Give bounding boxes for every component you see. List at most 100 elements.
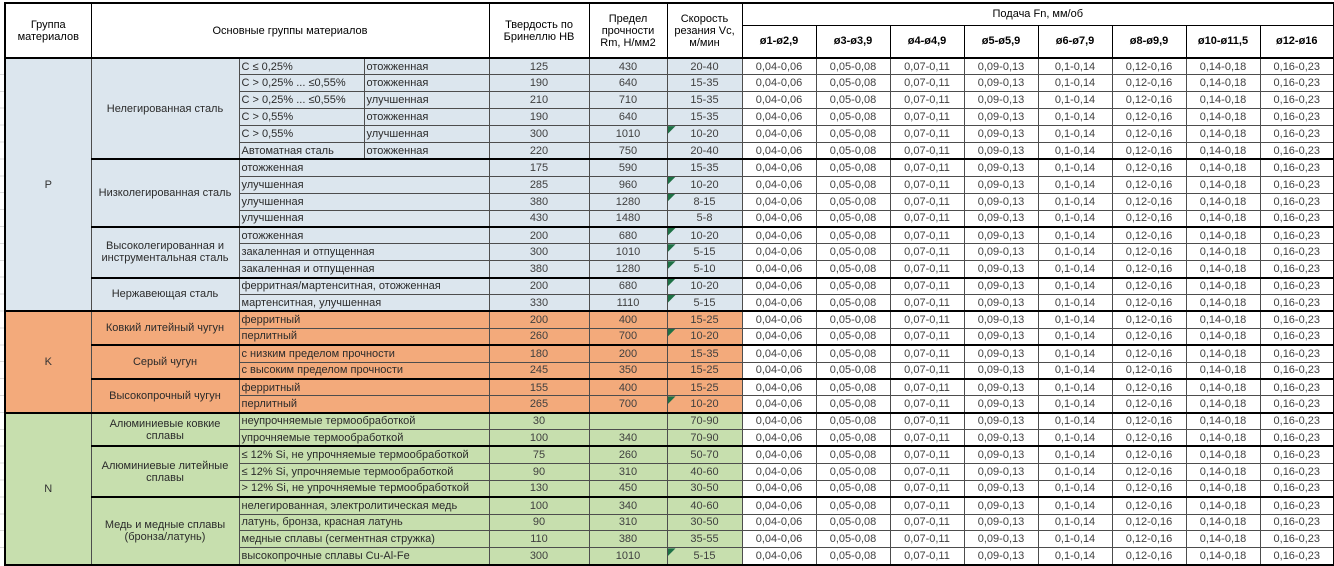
- feed-cell[interactable]: 0,1-0,14: [1037, 175, 1113, 194]
- feed-cell[interactable]: 0,04-0,06: [741, 192, 817, 211]
- feed-cell[interactable]: 0,1-0,14: [1037, 91, 1113, 110]
- material-detail-cell[interactable]: с высоким пределом прочности: [238, 361, 490, 380]
- feed-cell[interactable]: 0,16-0,23: [1259, 530, 1334, 549]
- strength-cell[interactable]: 700: [588, 395, 668, 414]
- feed-cell[interactable]: 0,09-0,13: [963, 209, 1039, 228]
- feed-cell[interactable]: 0,09-0,13: [963, 395, 1039, 414]
- feed-cell[interactable]: 0,04-0,06: [741, 377, 817, 397]
- feed-cell[interactable]: 0,09-0,13: [963, 479, 1039, 498]
- material-subgroup-cell[interactable]: Медь и медные сплавы (бронза/латунь): [90, 496, 240, 566]
- speed-cell[interactable]: 10-20: [666, 327, 743, 346]
- feed-cell[interactable]: 0,12-0,16: [1111, 91, 1187, 110]
- feed-cell[interactable]: 0,16-0,23: [1259, 276, 1334, 295]
- feed-cell[interactable]: 0,1-0,14: [1037, 462, 1113, 481]
- feed-cell[interactable]: 0,07-0,11: [889, 429, 965, 447]
- feed-cell[interactable]: 0,09-0,13: [963, 74, 1039, 93]
- header-feed-diameter[interactable]: ø12-ø16: [1259, 24, 1334, 59]
- material-detail-cell[interactable]: ферритная/мартенситная, отожженная: [238, 276, 490, 295]
- feed-cell[interactable]: 0,12-0,16: [1111, 74, 1187, 93]
- feed-cell[interactable]: 0,05-0,08: [815, 429, 891, 447]
- material-detail-cell[interactable]: отожженная: [238, 225, 490, 245]
- material-group-cell[interactable]: K: [4, 310, 92, 414]
- feed-cell[interactable]: 0,07-0,11: [889, 462, 965, 481]
- feed-cell[interactable]: 0,07-0,11: [889, 175, 965, 194]
- feed-cell[interactable]: 0,16-0,23: [1259, 462, 1334, 481]
- hardness-cell[interactable]: 100: [488, 429, 590, 447]
- feed-cell[interactable]: 0,09-0,13: [963, 158, 1039, 177]
- feed-cell[interactable]: 0,1-0,14: [1037, 429, 1113, 447]
- feed-cell[interactable]: 0,04-0,06: [741, 327, 817, 346]
- feed-cell[interactable]: 0,1-0,14: [1037, 547, 1113, 566]
- feed-cell[interactable]: 0,04-0,06: [741, 411, 817, 431]
- hardness-cell[interactable]: 260: [488, 327, 590, 346]
- feed-cell[interactable]: 0,12-0,16: [1111, 496, 1187, 515]
- feed-cell[interactable]: 0,09-0,13: [963, 547, 1039, 566]
- feed-cell[interactable]: 0,1-0,14: [1037, 209, 1113, 228]
- feed-cell[interactable]: 0,04-0,06: [741, 125, 817, 143]
- material-detail-cell[interactable]: улучшенная: [238, 175, 490, 194]
- header-brinell-hardness[interactable]: Твердость по Бринеллю HB: [488, 2, 590, 59]
- material-subgroup-cell[interactable]: Нержавеющая сталь: [90, 276, 240, 312]
- feed-cell[interactable]: 0,05-0,08: [815, 91, 891, 110]
- feed-cell[interactable]: 0,05-0,08: [815, 344, 891, 363]
- feed-cell[interactable]: 0,16-0,23: [1259, 513, 1334, 532]
- strength-cell[interactable]: 400: [588, 377, 668, 397]
- material-detail-cell[interactable]: Автоматная сталь: [238, 141, 365, 160]
- header-main-material-groups[interactable]: Основные группы материалов: [90, 2, 490, 59]
- material-state-cell[interactable]: улучшенная: [363, 125, 490, 143]
- material-detail-cell[interactable]: перлитный: [238, 395, 490, 414]
- feed-cell[interactable]: 0,09-0,13: [963, 293, 1039, 312]
- feed-cell[interactable]: 0,14-0,18: [1185, 310, 1261, 329]
- material-detail-cell[interactable]: отожженная: [238, 158, 490, 177]
- material-state-cell[interactable]: отожженная: [363, 74, 490, 93]
- header-tensile-strength[interactable]: Предел прочности Rm, Н/мм2: [588, 2, 668, 59]
- feed-cell[interactable]: 0,12-0,16: [1111, 209, 1187, 228]
- strength-cell[interactable]: 1010: [588, 125, 668, 143]
- feed-cell[interactable]: 0,12-0,16: [1111, 276, 1187, 295]
- feed-cell[interactable]: 0,09-0,13: [963, 125, 1039, 143]
- speed-cell[interactable]: 15-35: [666, 344, 743, 363]
- strength-cell[interactable]: 1280: [588, 192, 668, 211]
- material-group-cell[interactable]: N: [4, 411, 92, 566]
- material-state-cell[interactable]: отожженная: [363, 57, 490, 76]
- feed-cell[interactable]: 0,04-0,06: [741, 547, 817, 566]
- feed-cell[interactable]: 0,16-0,23: [1259, 429, 1334, 447]
- feed-cell[interactable]: 0,14-0,18: [1185, 479, 1261, 498]
- speed-cell[interactable]: 10-20: [666, 175, 743, 194]
- feed-cell[interactable]: 0,1-0,14: [1037, 260, 1113, 279]
- feed-cell[interactable]: 0,14-0,18: [1185, 125, 1261, 143]
- feed-cell[interactable]: 0,09-0,13: [963, 445, 1039, 464]
- feed-cell[interactable]: 0,16-0,23: [1259, 141, 1334, 160]
- feed-cell[interactable]: 0,16-0,23: [1259, 361, 1334, 380]
- hardness-cell[interactable]: 90: [488, 513, 590, 532]
- feed-cell[interactable]: 0,05-0,08: [815, 377, 891, 397]
- feed-cell[interactable]: 0,16-0,23: [1259, 209, 1334, 228]
- feed-cell[interactable]: 0,05-0,08: [815, 74, 891, 93]
- feed-cell[interactable]: 0,04-0,06: [741, 293, 817, 312]
- feed-cell[interactable]: 0,09-0,13: [963, 361, 1039, 380]
- feed-cell[interactable]: 0,04-0,06: [741, 225, 817, 245]
- feed-cell[interactable]: 0,16-0,23: [1259, 411, 1334, 431]
- feed-cell[interactable]: 0,1-0,14: [1037, 125, 1113, 143]
- hardness-cell[interactable]: 175: [488, 158, 590, 177]
- header-feed-diameter[interactable]: ø6-ø7,9: [1037, 24, 1113, 59]
- strength-cell[interactable]: 960: [588, 175, 668, 194]
- feed-cell[interactable]: 0,14-0,18: [1185, 429, 1261, 447]
- feed-cell[interactable]: 0,12-0,16: [1111, 344, 1187, 363]
- feed-cell[interactable]: 0,12-0,16: [1111, 108, 1187, 127]
- feed-cell[interactable]: 0,04-0,06: [741, 361, 817, 380]
- material-detail-cell[interactable]: ≤ 12% Si, упрочняемые термообработкой: [238, 462, 490, 481]
- feed-cell[interactable]: 0,07-0,11: [889, 74, 965, 93]
- feed-cell[interactable]: 0,04-0,06: [741, 445, 817, 464]
- material-detail-cell[interactable]: C > 0,55%: [238, 108, 365, 127]
- feed-cell[interactable]: 0,04-0,06: [741, 462, 817, 481]
- feed-cell[interactable]: 0,16-0,23: [1259, 225, 1334, 245]
- feed-cell[interactable]: 0,09-0,13: [963, 377, 1039, 397]
- feed-cell[interactable]: 0,09-0,13: [963, 327, 1039, 346]
- feed-cell[interactable]: 0,07-0,11: [889, 327, 965, 346]
- speed-cell[interactable]: 10-20: [666, 125, 743, 143]
- material-subgroup-cell[interactable]: Серый чугун: [90, 344, 240, 380]
- feed-cell[interactable]: 0,16-0,23: [1259, 260, 1334, 279]
- hardness-cell[interactable]: 200: [488, 225, 590, 245]
- hardness-cell[interactable]: 245: [488, 361, 590, 380]
